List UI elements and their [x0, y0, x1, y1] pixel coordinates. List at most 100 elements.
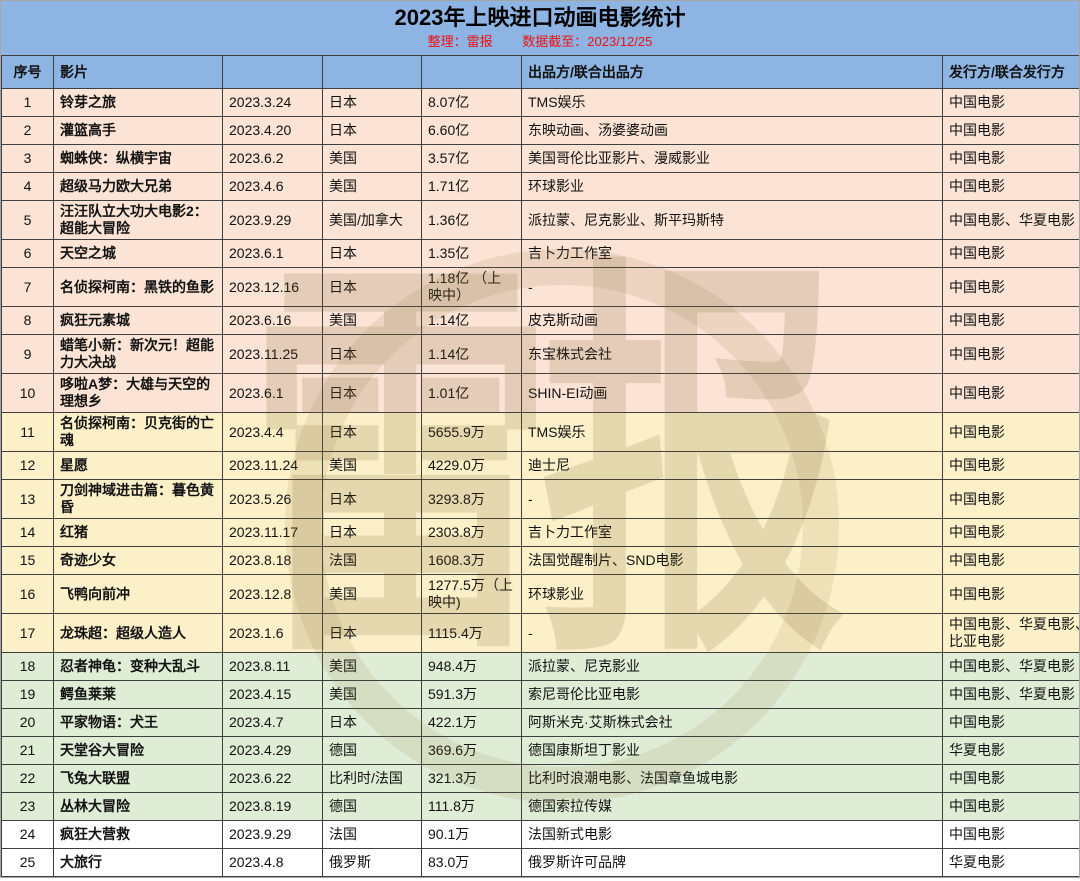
film-title-cell[interactable]: 飞兔大联盟: [53, 764, 223, 793]
box-office-cell[interactable]: 321.3万: [421, 764, 522, 793]
distributor-cell[interactable]: 华夏电影: [942, 848, 1079, 877]
distributor-cell[interactable]: 中国电影: [942, 574, 1079, 614]
row-number-cell[interactable]: 15: [1, 546, 54, 575]
row-number-cell[interactable]: 4: [1, 172, 54, 201]
country-cell[interactable]: 俄罗斯: [322, 848, 422, 877]
box-office-cell[interactable]: 5655.9万: [421, 412, 522, 452]
country-cell[interactable]: 日本: [322, 518, 422, 547]
box-office-cell[interactable]: 1.36亿: [421, 200, 522, 240]
header-cell-film[interactable]: 影片: [53, 55, 223, 89]
row-number-cell[interactable]: 16: [1, 574, 54, 614]
producer-cell[interactable]: 派拉蒙、尼克影业、斯平玛斯特: [521, 200, 943, 240]
row-number-cell[interactable]: 17: [1, 613, 54, 653]
box-office-cell[interactable]: 1.14亿: [421, 334, 522, 374]
row-number-cell[interactable]: 3: [1, 144, 54, 173]
box-office-cell[interactable]: 422.1万: [421, 708, 522, 737]
distributor-cell[interactable]: 中国电影: [942, 334, 1079, 374]
distributor-cell[interactable]: 中国电影: [942, 820, 1079, 849]
release-date-cell[interactable]: 2023.11.24: [222, 451, 323, 480]
row-number-cell[interactable]: 18: [1, 652, 54, 681]
distributor-cell[interactable]: 中国电影、华夏电影: [942, 680, 1079, 709]
row-number-cell[interactable]: 7: [1, 267, 54, 307]
distributor-cell[interactable]: 中国电影、华夏电影、索尼哥伦比亚电影: [942, 613, 1079, 653]
release-date-cell[interactable]: 2023.4.8: [222, 848, 323, 877]
row-number-cell[interactable]: 2: [1, 116, 54, 145]
distributor-cell[interactable]: 中国电影: [942, 412, 1079, 452]
distributor-cell[interactable]: 中国电影: [942, 116, 1079, 145]
country-cell[interactable]: 美国: [322, 172, 422, 201]
release-date-cell[interactable]: 2023.6.1: [222, 373, 323, 413]
film-title-cell[interactable]: 天空之城: [53, 239, 223, 268]
release-date-cell[interactable]: 2023.11.17: [222, 518, 323, 547]
producer-cell[interactable]: 法国新式电影: [521, 820, 943, 849]
film-title-cell[interactable]: 奇迹少女: [53, 546, 223, 575]
country-cell[interactable]: 美国: [322, 144, 422, 173]
country-cell[interactable]: 日本: [322, 479, 422, 519]
producer-cell[interactable]: 迪士尼: [521, 451, 943, 480]
film-title-cell[interactable]: 铃芽之旅: [53, 88, 223, 117]
box-office-cell[interactable]: 2303.8万: [421, 518, 522, 547]
release-date-cell[interactable]: 2023.9.29: [222, 200, 323, 240]
box-office-cell[interactable]: 1.71亿: [421, 172, 522, 201]
film-title-cell[interactable]: 名侦探柯南：贝克街的亡魂: [53, 412, 223, 452]
release-date-cell[interactable]: 2023.4.29: [222, 736, 323, 765]
film-title-cell[interactable]: 哆啦A梦：大雄与天空的理想乡: [53, 373, 223, 413]
film-title-cell[interactable]: 鳄鱼莱莱: [53, 680, 223, 709]
distributor-cell[interactable]: 中国电影: [942, 306, 1079, 335]
producer-cell[interactable]: 德国索拉传媒: [521, 792, 943, 821]
box-office-cell[interactable]: 1277.5万（上映中): [421, 574, 522, 614]
release-date-cell[interactable]: 2023.6.2: [222, 144, 323, 173]
producer-cell[interactable]: 阿斯米克·艾斯株式会社: [521, 708, 943, 737]
box-office-cell[interactable]: 1.01亿: [421, 373, 522, 413]
distributor-cell[interactable]: 中国电影: [942, 239, 1079, 268]
row-number-cell[interactable]: 9: [1, 334, 54, 374]
header-cell-distributor[interactable]: 发行方/联合发行方: [942, 55, 1079, 89]
box-office-cell[interactable]: 1.35亿: [421, 239, 522, 268]
producer-cell[interactable]: 德国康斯坦丁影业: [521, 736, 943, 765]
distributor-cell[interactable]: 中国电影: [942, 144, 1079, 173]
distributor-cell[interactable]: 中国电影: [942, 518, 1079, 547]
row-number-cell[interactable]: 1: [1, 88, 54, 117]
row-number-cell[interactable]: 19: [1, 680, 54, 709]
country-cell[interactable]: 美国: [322, 652, 422, 681]
row-number-cell[interactable]: 23: [1, 792, 54, 821]
country-cell[interactable]: 日本: [322, 267, 422, 307]
country-cell[interactable]: 美国: [322, 451, 422, 480]
country-cell[interactable]: 日本: [322, 613, 422, 653]
producer-cell[interactable]: 索尼哥伦比亚电影: [521, 680, 943, 709]
distributor-cell[interactable]: 中国电影: [942, 708, 1079, 737]
country-cell[interactable]: 日本: [322, 88, 422, 117]
header-cell-country[interactable]: [322, 55, 422, 89]
header-cell-no[interactable]: 序号: [1, 55, 54, 89]
row-number-cell[interactable]: 21: [1, 736, 54, 765]
film-title-cell[interactable]: 星愿: [53, 451, 223, 480]
film-title-cell[interactable]: 蜘蛛侠：纵横宇宙: [53, 144, 223, 173]
release-date-cell[interactable]: 2023.4.20: [222, 116, 323, 145]
row-number-cell[interactable]: 25: [1, 848, 54, 877]
box-office-cell[interactable]: 111.8万: [421, 792, 522, 821]
box-office-cell[interactable]: 6.60亿: [421, 116, 522, 145]
release-date-cell[interactable]: 2023.6.16: [222, 306, 323, 335]
film-title-cell[interactable]: 名侦探柯南：黑铁的鱼影: [53, 267, 223, 307]
producer-cell[interactable]: 环球影业: [521, 172, 943, 201]
distributor-cell[interactable]: 中国电影: [942, 546, 1079, 575]
release-date-cell[interactable]: 2023.6.1: [222, 239, 323, 268]
producer-cell[interactable]: TMS娱乐: [521, 412, 943, 452]
row-number-cell[interactable]: 24: [1, 820, 54, 849]
row-number-cell[interactable]: 5: [1, 200, 54, 240]
country-cell[interactable]: 德国: [322, 792, 422, 821]
country-cell[interactable]: 美国: [322, 574, 422, 614]
producer-cell[interactable]: 派拉蒙、尼克影业: [521, 652, 943, 681]
producer-cell[interactable]: 吉卜力工作室: [521, 518, 943, 547]
film-title-cell[interactable]: 忍者神龟：变种大乱斗: [53, 652, 223, 681]
release-date-cell[interactable]: 2023.9.29: [222, 820, 323, 849]
film-title-cell[interactable]: 丛林大冒险: [53, 792, 223, 821]
distributor-cell[interactable]: 中国电影: [942, 792, 1079, 821]
distributor-cell[interactable]: 华夏电影: [942, 736, 1079, 765]
country-cell[interactable]: 法国: [322, 546, 422, 575]
release-date-cell[interactable]: 2023.4.15: [222, 680, 323, 709]
producer-cell[interactable]: 皮克斯动画: [521, 306, 943, 335]
film-title-cell[interactable]: 龙珠超：超级人造人: [53, 613, 223, 653]
release-date-cell[interactable]: 2023.4.6: [222, 172, 323, 201]
row-number-cell[interactable]: 8: [1, 306, 54, 335]
